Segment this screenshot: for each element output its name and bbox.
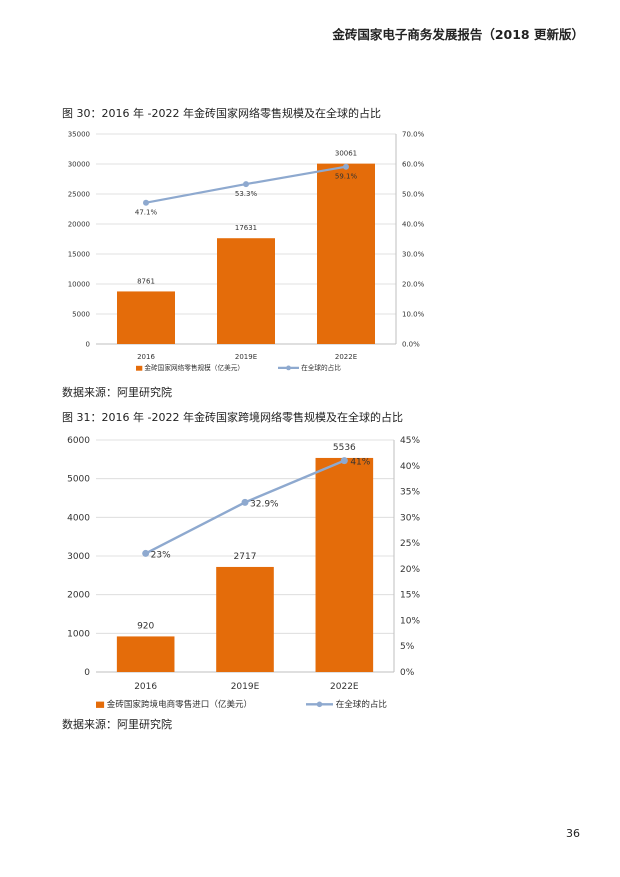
y2-tick-label: 60.0%: [402, 160, 425, 168]
y2-tick-label: 10%: [400, 616, 420, 626]
x-tick-label: 2019E: [231, 682, 260, 692]
share-point: [343, 163, 349, 170]
bar: [116, 636, 175, 672]
legend-bar-swatch: [96, 701, 105, 708]
y2-tick-label: 0%: [400, 668, 415, 678]
figure-31-caption: 图 31：2016 年 -2022 年金砖国家跨境网络零售规模及在全球的占比: [62, 411, 403, 424]
share-point: [142, 549, 150, 557]
share-point: [241, 498, 249, 506]
x-tick-label: 2022E: [335, 353, 357, 361]
bar-value-label: 5536: [333, 443, 356, 453]
y-tick-label: 0: [86, 340, 90, 348]
y-tick-label: 4000: [67, 513, 90, 523]
bar: [317, 163, 375, 344]
share-value-label: 32.9%: [250, 499, 279, 509]
x-tick-label: 2019E: [235, 353, 257, 361]
y-tick-label: 5000: [67, 475, 90, 485]
y2-tick-label: 30%: [400, 513, 420, 523]
y-tick-label: 15000: [68, 250, 90, 258]
y-tick-label: 20000: [68, 220, 90, 228]
y2-tick-label: 40%: [400, 462, 420, 472]
y-tick-label: 2000: [67, 591, 90, 601]
legend-line-label: 在全球的占比: [301, 363, 341, 372]
figure-30-caption: 图 30：2016 年 -2022 年金砖国家网络零售规模及在全球的占比: [62, 107, 381, 120]
y-tick-label: 25000: [68, 190, 90, 198]
bar: [217, 238, 275, 344]
share-point: [243, 181, 249, 188]
figure-31-source: 数据来源：阿里研究院: [62, 718, 172, 731]
figure-31-chart: 0 1000 2000 3000 4000 5000 6000 0% 5% 10% 15% 20% 25…: [67, 436, 420, 710]
figure-30-source: 数据来源：阿里研究院: [62, 386, 172, 399]
y-tick-label: 6000: [67, 436, 90, 446]
share-line: [145, 459, 345, 555]
share-value-label: 41%: [350, 458, 370, 468]
y-tick-label: 0: [84, 668, 90, 678]
y2-tick-label: 15%: [400, 591, 420, 601]
y-tick-label: 10000: [68, 280, 90, 288]
y-tick-label: 35000: [68, 130, 90, 138]
share-point: [143, 199, 149, 206]
y2-tick-label: 50.0%: [402, 190, 425, 198]
bar-value-label: 8761: [137, 277, 155, 285]
legend-bar-label: 金砖国家网络零售规模（亿美元）: [144, 363, 244, 372]
y-tick-label: 3000: [67, 552, 90, 562]
y2-tick-label: 5%: [400, 642, 415, 652]
bar-value-label: 2717: [234, 552, 257, 562]
figure-30-chart: 0 5000 10000 15000 20000 25000 30000 35000 0.0% 1…: [68, 130, 425, 372]
bar: [117, 291, 175, 344]
x-tick-label: 2016: [134, 682, 157, 692]
y2-tick-label: 40.0%: [402, 220, 425, 228]
y-tick-label: 30000: [68, 160, 90, 168]
legend-bar-label: 金砖国家跨境电商零售进口（亿美元）: [107, 698, 252, 710]
y2-tick-label: 0.0%: [402, 340, 420, 348]
legend-line-label: 在全球的占比: [336, 698, 388, 710]
bar: [216, 566, 274, 672]
y2-tick-label: 10.0%: [402, 310, 425, 318]
share-value-label: 59.1%: [335, 173, 358, 181]
bar-value-label: 30061: [335, 150, 357, 158]
report-header-title: 金砖国家电子商务发展报告（2018 更新版）: [332, 27, 584, 42]
y-tick-label: 5000: [72, 310, 90, 318]
y2-tick-label: 20.0%: [402, 280, 425, 288]
bar-value-label: 920: [137, 621, 154, 631]
bar-value-label: 17631: [235, 224, 257, 232]
bar: [315, 457, 374, 672]
x-tick-label: 2016: [137, 353, 155, 361]
share-point: [340, 457, 348, 465]
y2-tick-label: 35%: [400, 488, 420, 498]
x-tick-label: 2022E: [330, 682, 359, 692]
page-number: 36: [566, 827, 580, 840]
share-value-label: 53.3%: [235, 190, 258, 198]
share-value-label: 23%: [151, 550, 171, 560]
legend-bar-swatch: [136, 365, 143, 371]
legend-line-marker: [286, 365, 291, 371]
legend-line-marker: [316, 701, 323, 708]
y2-tick-label: 30.0%: [402, 250, 425, 258]
y2-tick-label: 25%: [400, 539, 420, 549]
y-tick-label: 1000: [67, 629, 90, 639]
y2-tick-label: 45%: [400, 436, 420, 446]
y2-tick-label: 20%: [400, 565, 420, 575]
share-value-label: 47.1%: [135, 209, 158, 217]
y2-tick-label: 70.0%: [402, 130, 425, 138]
